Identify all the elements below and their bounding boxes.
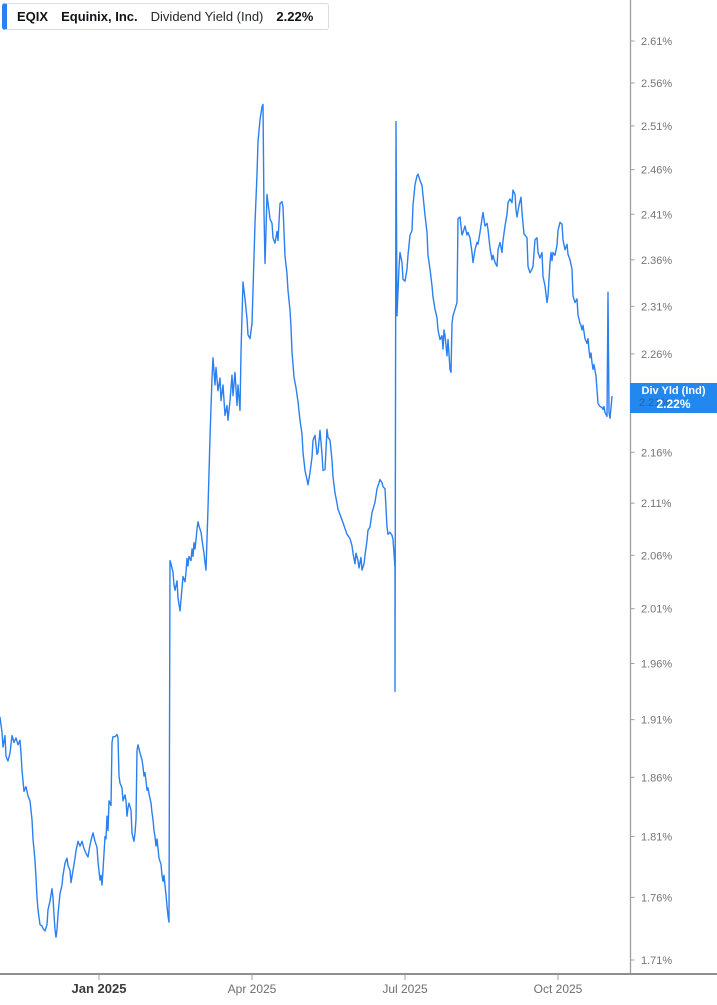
metric-name: Dividend Yield (Ind) [150, 9, 264, 24]
last-value-badge: 2.21% Div Yld (Ind) 2.22% [630, 383, 717, 413]
y-axis-tick-label: 2.11% [641, 498, 672, 510]
covered-axis-label: 2.21% [639, 397, 671, 409]
y-axis-tick-label: 2.06% [641, 550, 672, 562]
y-axis-tick-label: 2.61% [641, 36, 672, 48]
x-axis-tick-label: Jul 2025 [382, 982, 428, 996]
y-axis-tick-label: 1.91% [641, 715, 672, 727]
x-axis-tick-label: Jan 2025 [72, 981, 127, 996]
badge-series-label: Div Yld (Ind) [641, 385, 706, 397]
metric-value: 2.22% [276, 9, 314, 24]
y-axis-tick-label: 1.71% [641, 955, 672, 967]
y-axis-tick-label: 2.01% [641, 604, 672, 616]
x-axis: Jan 2025 Apr 2025 Jul 2025 Oct 2025 [72, 974, 583, 996]
x-axis-tick-label: Oct 2025 [534, 982, 583, 996]
y-axis-tick-label: 2.36% [641, 255, 672, 267]
axis-lines [0, 0, 717, 975]
y-axis-tick-label: 2.46% [641, 165, 672, 177]
ticker-symbol: EQIX [17, 9, 49, 24]
y-axis-tick-label: 1.96% [641, 658, 672, 670]
x-axis-tick-label: Apr 2025 [228, 982, 277, 996]
y-axis-tick-label: 2.41% [641, 209, 672, 221]
y-axis: 2.61% 2.56% 2.51% 2.46% 2.41% 2.36% 2.31% 2.26%… [630, 36, 672, 967]
y-axis-tick-label: 2.26% [641, 349, 672, 361]
y-axis-tick-label: 1.81% [641, 831, 672, 843]
y-axis-tick-label: 1.86% [641, 772, 672, 784]
y-axis-tick-label: 2.56% [641, 78, 672, 90]
company-name: Equinix, Inc. [61, 9, 138, 24]
y-axis-tick-label: 2.31% [641, 301, 672, 313]
y-axis-tick-label: 2.16% [641, 447, 672, 459]
yield-line [0, 103, 613, 938]
badge-value: 2.22% [656, 397, 691, 411]
y-axis-tick-label: 2.51% [641, 121, 672, 133]
y-axis-tick-label: 1.76% [641, 892, 672, 904]
series-legend-chip[interactable]: EQIX Equinix, Inc. Dividend Yield (Ind) … [2, 3, 330, 30]
